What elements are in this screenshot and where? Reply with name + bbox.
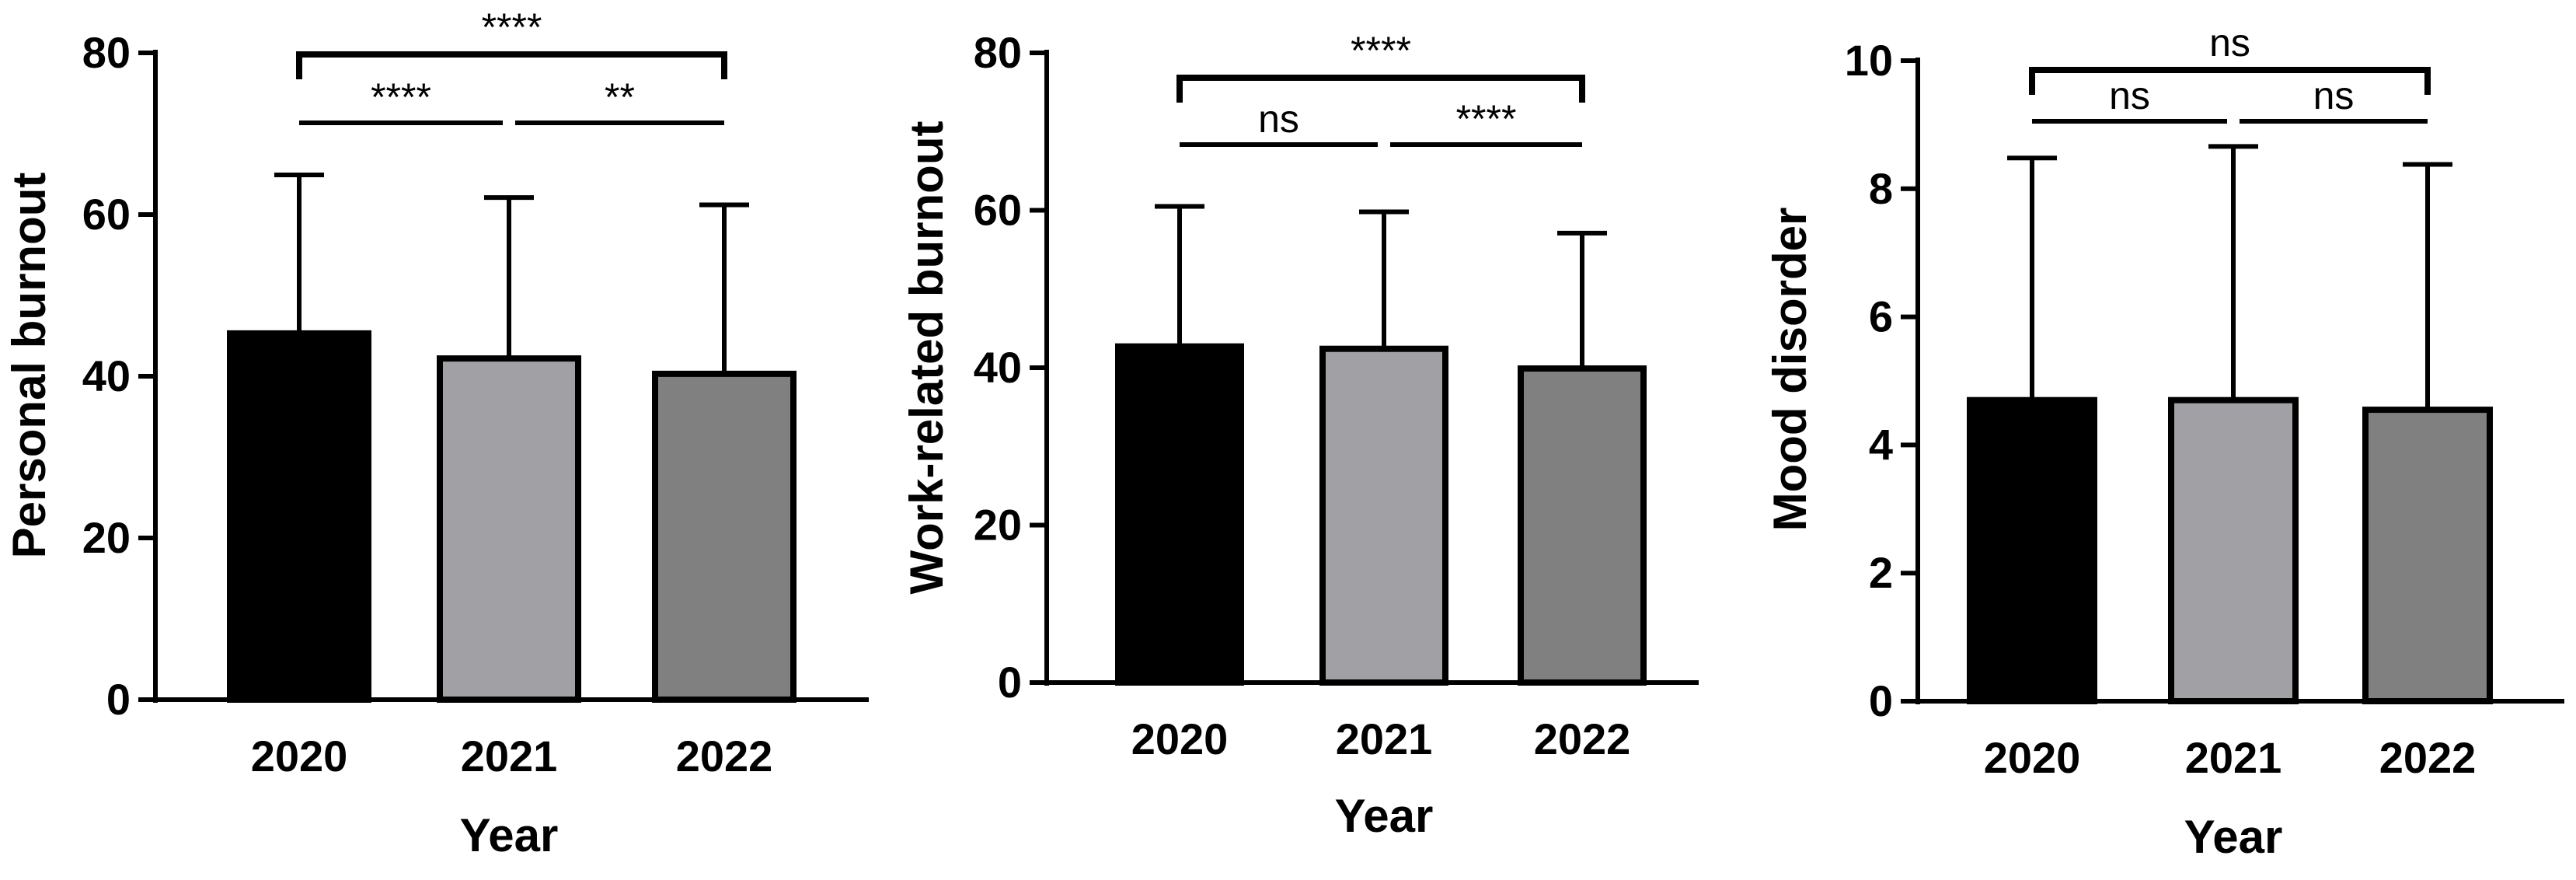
significance-bracket-2020-2022 [296, 51, 727, 79]
significance-label-2021-2022: ** [605, 75, 635, 119]
x-tick-label-2020: 2020 [251, 732, 348, 780]
x-tick-label-2022: 2022 [676, 732, 773, 780]
y-tick-label: 80 [974, 28, 1022, 77]
x-tick-label-2021: 2021 [461, 732, 558, 780]
y-axis-title: Mood disorder [1764, 208, 1816, 532]
x-tick-label-2021: 2021 [1336, 714, 1433, 763]
significance-bracket-2020-2022 [1176, 75, 1585, 103]
significance-label-2020-2021: ns [2109, 74, 2150, 117]
y-tick-label: 40 [974, 343, 1022, 392]
significance-label-2020-2021: ns [1258, 97, 1299, 141]
panel-personal-burnout: 0 20 40 60 80 2020 2021 2022 Year Personal burnou… [3, 5, 869, 861]
y-tick-label: 40 [82, 351, 131, 400]
panel-work-related-burnout: 0 20 40 60 80 2020 2021 2022 Year Work-related bu… [901, 28, 1699, 842]
y-tick-label: 0 [1869, 676, 1893, 725]
x-axis-title: Year [2184, 811, 2283, 863]
significance-bracket-2020-2022 [2029, 67, 2431, 95]
bar-2020 [1115, 343, 1244, 686]
y-tick-label: 20 [82, 513, 131, 562]
significance-label-2020-2022: ns [2209, 21, 2250, 65]
significance-label-2020-2022: **** [482, 5, 542, 49]
bar-2022 [2362, 407, 2493, 705]
bar-2020 [1967, 396, 2097, 704]
y-tick-label: 4 [1869, 420, 1893, 469]
bar-2022 [1518, 365, 1647, 686]
significance-label-2020-2022: **** [1351, 29, 1411, 72]
y-tick-label: 6 [1869, 292, 1893, 341]
x-tick-label-2020: 2020 [1131, 714, 1229, 763]
y-tick-label: 8 [1869, 164, 1893, 213]
significance-label-2021-2022: ns [2313, 74, 2355, 117]
x-axis-title: Year [460, 809, 559, 861]
y-tick-label: 10 [1845, 36, 1893, 85]
bar-2020 [227, 330, 371, 703]
panel-mood-disorder: 0 2 4 6 8 10 2020 2021 2022 Year Mood disorder ns ns… [1764, 21, 2564, 863]
y-tick-label: 2 [1869, 548, 1893, 597]
y-tick-label: 60 [82, 190, 131, 239]
significance-label-2020-2021: **** [371, 75, 431, 119]
x-tick-label-2022: 2022 [1534, 714, 1631, 763]
x-tick-label-2022: 2022 [2379, 733, 2477, 782]
bar-2021 [437, 355, 581, 703]
y-tick-label: 80 [82, 28, 131, 77]
y-axis-title: Personal burnout [3, 173, 55, 559]
y-tick-label: 20 [974, 501, 1022, 550]
y-tick-label: 0 [106, 675, 131, 724]
bar-2021 [2168, 396, 2299, 704]
x-axis-title: Year [1335, 790, 1434, 842]
y-axis-title: Work-related burnout [901, 121, 953, 595]
y-tick-label: 60 [974, 186, 1022, 235]
x-tick-label-2021: 2021 [2185, 733, 2282, 782]
significance-label-2021-2022: **** [1456, 97, 1517, 141]
bar-2021 [1319, 345, 1448, 686]
y-tick-label: 0 [998, 658, 1022, 707]
x-tick-label-2020: 2020 [1984, 733, 2081, 782]
bar-2022 [652, 370, 797, 703]
